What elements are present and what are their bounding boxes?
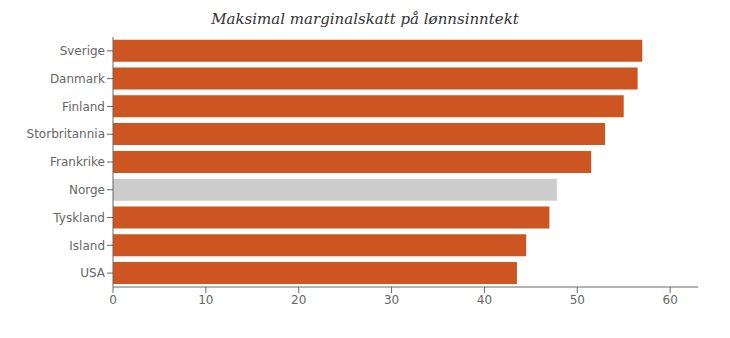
svg-text:Tyskland: Tyskland (52, 211, 105, 225)
svg-text:20: 20 (291, 293, 306, 307)
svg-text:Storbritannia: Storbritannia (27, 127, 105, 141)
svg-text:60: 60 (663, 293, 678, 307)
svg-text:50: 50 (570, 293, 585, 307)
svg-text:USA: USA (80, 266, 106, 280)
svg-text:Danmark: Danmark (50, 72, 105, 86)
svg-text:0: 0 (109, 293, 117, 307)
svg-text:Finland: Finland (62, 100, 105, 114)
svg-text:Island: Island (69, 239, 105, 253)
svg-text:Norge: Norge (69, 183, 105, 197)
svg-text:Sverige: Sverige (60, 44, 105, 58)
html-text:Maksimal marginalskatt på lønn: Maksimal marginalskatt på lønnsinntekt (211, 10, 519, 28)
svg-text:Frankrike: Frankrike (50, 155, 105, 169)
svg-text:40: 40 (477, 293, 492, 307)
svg-text:10: 10 (198, 293, 213, 307)
svg-text:30: 30 (384, 293, 399, 307)
